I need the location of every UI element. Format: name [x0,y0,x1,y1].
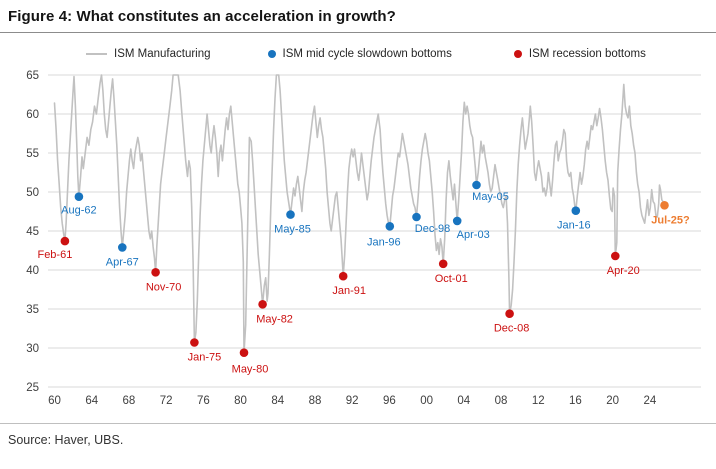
marker-dot-dec-98 [412,212,421,222]
footer-divider [0,423,716,424]
marker-label-dec-98: Dec-98 [415,223,450,235]
line-swatch-icon [86,53,107,55]
marker-label-may-05: May-05 [472,191,509,203]
marker-dot-jan-75 [190,338,199,347]
marker-label-oct-01: Oct-01 [435,273,468,285]
y-tick-label-45: 45 [26,226,39,238]
y-tick-label-35: 35 [26,304,39,316]
legend-item-ism-manufacturing: ISM Manufacturing [86,48,211,60]
x-tick-label-96: 96 [383,395,396,407]
x-tick-label-08: 08 [495,395,508,407]
marker-dot-jan-91 [338,271,348,281]
marker-dot-apr-20 [611,251,620,261]
x-tick-label-04: 04 [457,395,470,407]
legend-label: ISM Manufacturing [114,48,211,60]
y-tick-label-60: 60 [26,109,39,121]
marker-label-may-82: May-82 [256,313,293,325]
marker-dot-may-82 [258,300,267,309]
marker-dot-feb-61 [60,236,70,246]
x-tick-label-88: 88 [309,395,322,407]
red-dot-icon [513,50,522,58]
x-tick-label-80: 80 [234,395,247,407]
marker-dot-aug-62 [74,192,84,201]
ism-chart: 25 30 35 40 45 50 55 60 65 60 64 68 72 76 80 84 88 92 96 00… [26,70,701,407]
chart-legend: ISM Manufacturing ISM mid cycle slowdown… [0,33,716,63]
marker-label-jan-91: Jan-91 [332,285,366,297]
marker-dot-oct-01 [438,259,448,269]
marker-label-dec-08: Dec-08 [494,323,529,335]
page-title: Figure 4: What constitutes an accelerati… [0,0,716,33]
marker-dot-jul-25 [660,201,669,210]
x-tick-label-76: 76 [197,395,210,407]
x-tick-label-84: 84 [271,395,284,407]
legend-label: ISM mid cycle slowdown bottoms [282,48,452,60]
marker-dot-dec-08 [505,309,514,318]
blue-dot-icon [267,50,276,58]
marker-label-nov-70: Nov-70 [146,281,181,293]
marker-dot-apr-03 [452,216,462,226]
x-tick-label-12: 12 [532,395,545,407]
marker-label-apr-20: Apr-20 [607,265,640,277]
y-tick-label-65: 65 [26,70,39,82]
ism-manufacturing-line [53,74,666,354]
legend-label: ISM recession bottoms [528,48,646,60]
marker-label-jul-25: Jul-25? [651,214,690,226]
x-tick-label-72: 72 [160,395,173,407]
marker-dot-jan-96 [385,222,395,231]
marker-label-may-85: May-85 [274,224,311,236]
x-tick-label-00: 00 [420,395,433,407]
legend-item-recession-bottoms: ISM recession bottoms [513,48,646,60]
x-tick-label-16: 16 [569,395,582,407]
y-tick-label-50: 50 [26,187,39,199]
marker-dot-may-80 [239,348,249,358]
marker-label-feb-61: Feb-61 [37,249,72,261]
marker-dot-may-05 [472,180,481,190]
x-tick-label-60: 60 [48,395,61,407]
marker-label-apr-67: Apr-67 [106,256,139,268]
y-tick-label-30: 30 [26,343,39,355]
marker-label-aug-62: Aug-62 [61,205,96,217]
marker-dot-apr-67 [118,243,127,252]
x-tick-label-92: 92 [346,395,359,407]
marker-dot-jan-16 [571,206,581,215]
x-tick-label-20: 20 [606,395,619,407]
marker-label-may-80: May-80 [232,364,269,376]
marker-label-jan-75: Jan-75 [188,352,222,364]
marker-label-apr-03: Apr-03 [457,229,490,241]
marker-label-jan-96: Jan-96 [367,236,401,248]
x-tick-label-68: 68 [123,395,136,407]
source-note: Source: Haver, UBS. [8,433,124,447]
marker-dot-may-85 [286,210,295,219]
x-tick-label-64: 64 [85,395,98,407]
y-tick-label-40: 40 [26,265,39,277]
marker-label-jan-16: Jan-16 [557,220,591,232]
marker-dot-nov-70 [151,268,160,277]
legend-item-mid-cycle-slowdown-bottoms: ISM mid cycle slowdown bottoms [267,48,452,60]
x-tick-label-24: 24 [643,395,656,407]
y-tick-label-25: 25 [26,382,39,394]
y-tick-label-55: 55 [26,148,39,160]
